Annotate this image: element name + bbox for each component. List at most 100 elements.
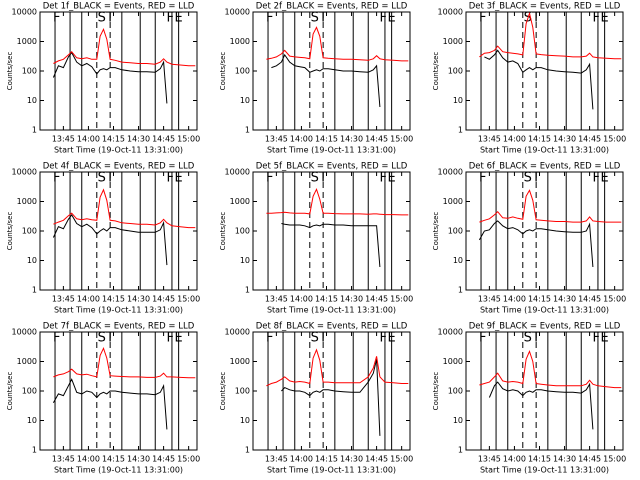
- y-axis-label: Counts/sec: [6, 372, 14, 411]
- y-tick-label: 100: [235, 227, 250, 236]
- x-tick-label: 14:15: [315, 135, 338, 144]
- y-tick-label: 10: [240, 256, 250, 265]
- y-tick-label: 100: [448, 67, 463, 76]
- annotation: E: [388, 11, 396, 26]
- annotation: T: [531, 11, 540, 26]
- y-tick-label: 10: [240, 416, 250, 425]
- panel: Det 7f_BLACK = Events, RED = LLD Start Ti…: [6, 322, 200, 475]
- chart-title: Det 3f_BLACK = Events, RED = LLD: [469, 2, 621, 12]
- annotation: E: [601, 331, 609, 346]
- y-tick-label: 1000: [443, 357, 463, 366]
- annotation: F: [479, 331, 486, 346]
- y-tick-label: 1000: [230, 37, 250, 46]
- x-tick-label: 14:00: [290, 455, 313, 464]
- x-tick-label: 15:00: [603, 295, 626, 304]
- annotation: T: [318, 171, 327, 186]
- x-tick-label: 15:00: [390, 295, 413, 304]
- x-tick-label: 14:45: [578, 135, 601, 144]
- x-tick-label: 14:00: [503, 295, 526, 304]
- x-tick-label: 14:45: [578, 455, 601, 464]
- annotation: S: [524, 331, 532, 346]
- y-tick-label: 10: [27, 416, 37, 425]
- y-axis-label: Counts/sec: [432, 212, 440, 251]
- plot-frame: [39, 171, 198, 291]
- x-axis-label: Start Time (19-Oct-11 13:31:00): [480, 146, 609, 155]
- plot-frame: [465, 331, 624, 451]
- annotation: S: [98, 331, 106, 346]
- y-tick-label: 10000: [12, 328, 37, 337]
- x-tick-label: 15:00: [603, 135, 626, 144]
- annotation: S: [524, 171, 532, 186]
- plot-frame: [252, 171, 411, 291]
- series-line: [478, 220, 594, 268]
- panel: Det 1f_BLACK = Events, RED = LLD Start Ti…: [6, 2, 200, 155]
- x-axis-label: Start Time (19-Oct-11 13:31:00): [267, 306, 396, 315]
- x-tick-label: 14:00: [290, 135, 313, 144]
- x-tick-label: 15:00: [390, 135, 413, 144]
- x-tick-label: 14:00: [290, 295, 313, 304]
- annotation: F: [593, 331, 600, 346]
- chart-title: Det 1f_BLACK = Events, RED = LLD: [43, 2, 195, 12]
- y-tick-label: 10: [27, 96, 37, 105]
- annotation: F: [380, 11, 387, 26]
- y-axis-label: Counts/sec: [6, 52, 14, 91]
- panel: Det 8f_BLACK = Events, RED = LLD Start Ti…: [219, 322, 413, 475]
- series-line: [479, 189, 622, 223]
- y-tick-label: 1: [458, 286, 463, 295]
- y-tick-label: 100: [22, 67, 37, 76]
- annotation: S: [311, 331, 319, 346]
- chart-title: Det 5f_BLACK = Events, RED = LLD: [256, 162, 408, 172]
- y-tick-label: 1000: [443, 197, 463, 206]
- y-tick-label: 100: [22, 227, 37, 236]
- annotation: T: [105, 171, 114, 186]
- series-line: [53, 27, 196, 67]
- panel: Det 4f_BLACK = Events, RED = LLD Start Ti…: [6, 162, 200, 315]
- annotation: E: [601, 11, 609, 26]
- y-tick-label: 1000: [17, 357, 37, 366]
- x-tick-label: 15:00: [603, 455, 626, 464]
- y-axis-label: Counts/sec: [219, 212, 227, 251]
- series-line: [52, 213, 168, 266]
- y-tick-label: 10000: [225, 8, 250, 17]
- y-tick-label: 10: [453, 416, 463, 425]
- x-tick-label: 14:15: [528, 295, 551, 304]
- x-tick-label: 14:15: [315, 455, 338, 464]
- y-tick-label: 10: [27, 256, 37, 265]
- x-tick-label: 14:30: [340, 455, 363, 464]
- plot-frame: [465, 11, 624, 131]
- annotation: S: [311, 11, 319, 26]
- annotation: F: [479, 171, 486, 186]
- panel: Det 9f_BLACK = Events, RED = LLD Start Ti…: [432, 322, 626, 475]
- annotation: T: [531, 171, 540, 186]
- series-line: [266, 348, 409, 387]
- series-line: [52, 378, 168, 430]
- x-tick-label: 14:15: [102, 455, 125, 464]
- annotation: F: [53, 11, 60, 26]
- x-tick-label: 14:00: [77, 135, 100, 144]
- y-tick-label: 1: [245, 446, 250, 455]
- y-axis-label: Counts/sec: [219, 52, 227, 91]
- x-tick-label: 14:15: [102, 135, 125, 144]
- x-tick-label: 14:30: [340, 135, 363, 144]
- annotation: F: [167, 171, 174, 186]
- series-line: [266, 26, 409, 62]
- x-tick-label: 13:45: [478, 135, 501, 144]
- series-line: [479, 349, 622, 389]
- y-tick-label: 1000: [17, 37, 37, 46]
- y-tick-label: 10: [240, 96, 250, 105]
- panel: Det 2f_BLACK = Events, RED = LLD Start Ti…: [219, 2, 413, 155]
- x-tick-label: 15:00: [177, 455, 200, 464]
- annotation: E: [388, 331, 396, 346]
- plot-frame: [39, 11, 198, 131]
- annotation: E: [175, 11, 183, 26]
- annotation: S: [311, 171, 319, 186]
- chart-title: Det 4f_BLACK = Events, RED = LLD: [43, 162, 195, 172]
- y-tick-label: 10000: [12, 168, 37, 177]
- x-axis-label: Start Time (19-Oct-11 13:31:00): [267, 466, 396, 475]
- x-tick-label: 13:45: [265, 455, 288, 464]
- y-axis-label: Counts/sec: [432, 52, 440, 91]
- annotation: F: [167, 331, 174, 346]
- x-tick-label: 15:00: [177, 135, 200, 144]
- annotation: F: [380, 171, 387, 186]
- chart-title: Det 8f_BLACK = Events, RED = LLD: [256, 322, 408, 332]
